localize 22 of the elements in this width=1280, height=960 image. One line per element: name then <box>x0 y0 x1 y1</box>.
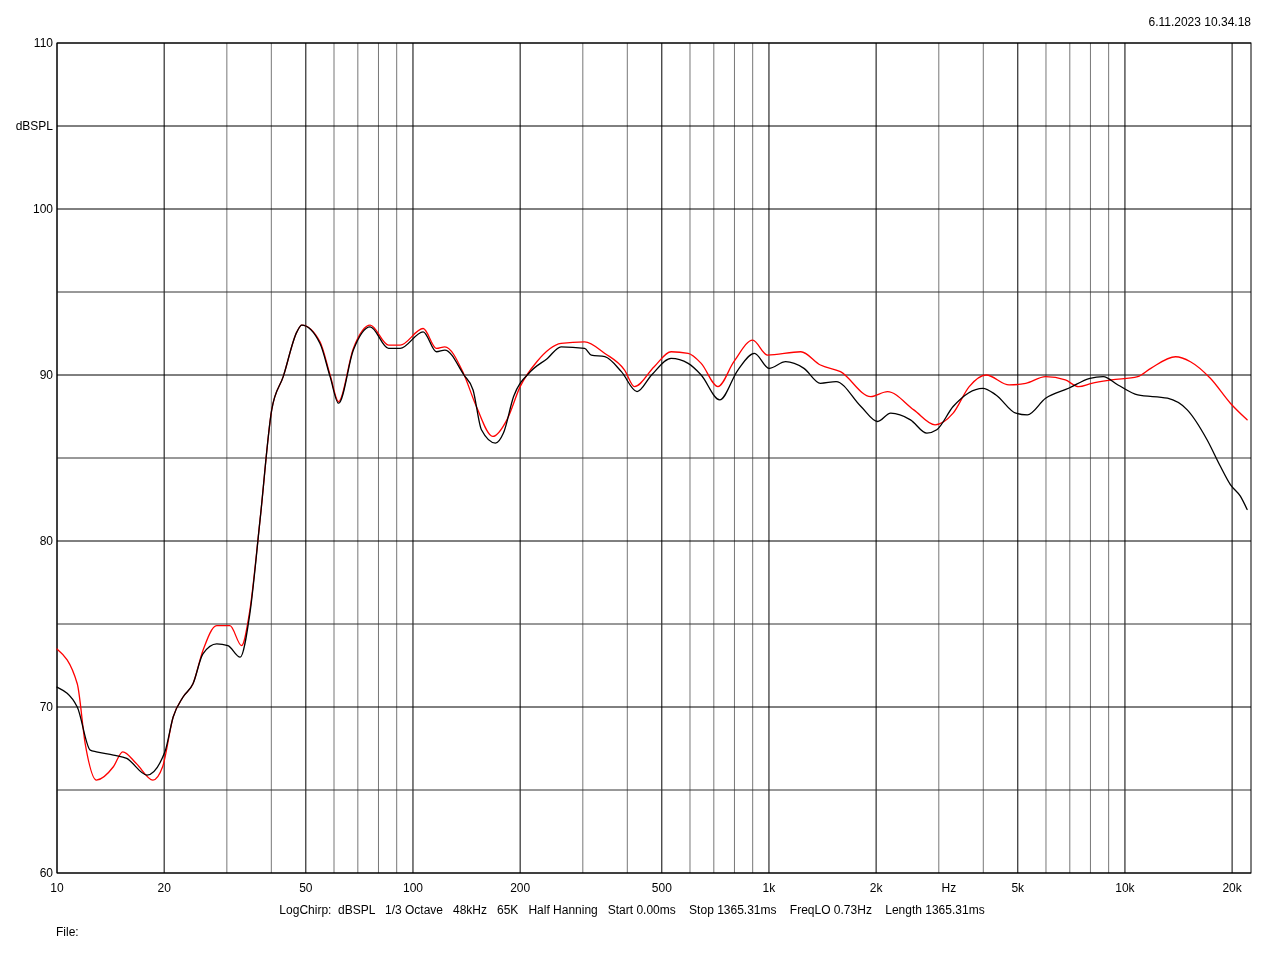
y-tick-label: 110 <box>33 36 54 50</box>
x-tick-label: 2k <box>869 881 884 895</box>
y-tick-label: 90 <box>39 368 54 382</box>
y-tick-label: 100 <box>32 202 54 216</box>
y-tick-label: 80 <box>39 534 54 548</box>
x-tick-label: 20 <box>157 881 172 895</box>
x-tick-label: 20k <box>1222 881 1243 895</box>
text: 6.11.2023 10.34.18 <box>1148 15 1252 29</box>
x-tick-label: 10 <box>50 881 64 895</box>
x-tick-label: 5k <box>1011 881 1026 895</box>
y-tick-label: dBSPL <box>15 119 54 133</box>
text: LogChirp: dBSPL 1/3 Octave 48kHz 65K Half Hanning Start 0.00ms Stop 1365.31ms FreqLO 0.73Hz Length 1365.31ms <box>279 903 985 917</box>
text: File: <box>56 925 79 939</box>
x-tick-label: 1k <box>762 881 777 895</box>
y-tick-label: 70 <box>39 700 54 714</box>
x-tick-label: 100 <box>402 881 424 895</box>
x-tick-label: 500 <box>651 881 673 895</box>
x-tick-label: 10k <box>1115 881 1136 895</box>
y-tick-label: 60 <box>39 866 54 880</box>
x-tick-label: 50 <box>299 881 313 895</box>
x-tick-label: 200 <box>510 881 531 895</box>
x-axis-title: Hz <box>941 881 957 895</box>
